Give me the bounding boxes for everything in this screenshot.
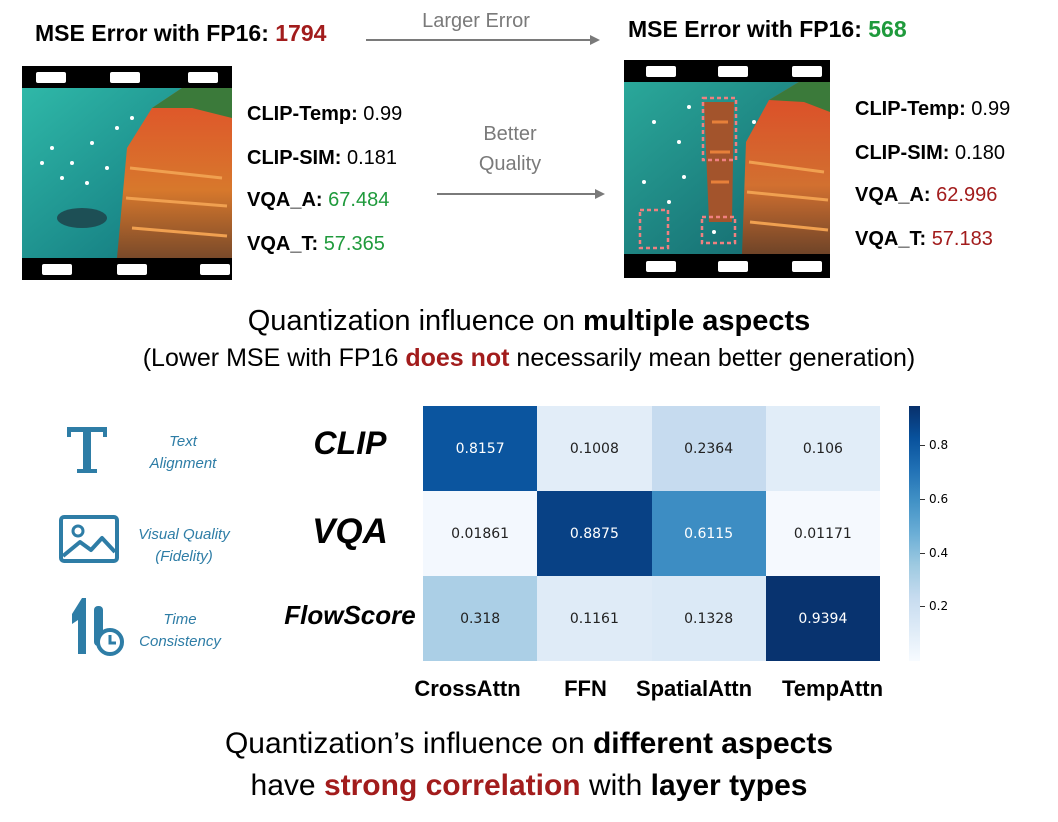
right-metric-clip-temp: CLIP-Temp: 0.99 — [855, 98, 1011, 120]
right-metric-clip-sim: CLIP-SIM: 0.180 — [855, 142, 1006, 164]
image-icon — [59, 515, 119, 563]
heatmap-cell-flowscore-spatialattn: 0.1328 — [651, 576, 766, 661]
right-mse-title: MSE Error with FP16: 568 — [628, 16, 907, 43]
right-metric-vqa-a: VQA_A: 62.996 — [855, 184, 998, 206]
larger-error-label: Larger Error — [422, 10, 530, 32]
left-metric-vqa-t: VQA_T: 57.365 — [247, 233, 385, 255]
heatmap-cell-flowscore-tempattn: 0.9394 — [765, 576, 880, 661]
left-mse-value: 1794 — [275, 20, 327, 46]
heatmap-cell-clip-spatialattn: 0.2364 — [651, 406, 766, 491]
heatmap-cell-flowscore-ffn: 0.1161 — [537, 576, 652, 661]
larger-error-arrow — [366, 35, 600, 45]
better-quality-arrow — [437, 189, 605, 199]
colorbar-tick: 0.8 — [920, 438, 948, 452]
heatmap-cell-vqa-spatialattn: 0.6115 — [651, 491, 766, 576]
heatmap-cell-clip-crossattn: 0.8157 — [423, 406, 538, 491]
colorbar — [909, 406, 920, 661]
row-label-flowscore: FlowScore — [284, 600, 416, 630]
row-label-clip: CLIP — [313, 425, 387, 461]
row-label-vqa: VQA — [312, 512, 388, 551]
right-mse-label: MSE Error with FP16: — [628, 16, 869, 42]
left-mse-title: MSE Error with FP16: 1794 — [35, 20, 326, 47]
left-video-frame — [22, 66, 232, 280]
col-label-tempattn: TempAttn — [781, 676, 884, 701]
col-label-spatialattn: SpatialAttn — [635, 676, 753, 701]
heatmap-cell-vqa-crossattn: 0.01861 — [423, 491, 538, 576]
right-mse-value: 568 — [868, 16, 907, 42]
bottom-line-2: have strong correlation with layer types — [250, 769, 808, 802]
better-quality-label: Better Quality — [478, 123, 542, 175]
heatmap-cell-vqa-ffn: 0.8875 — [537, 491, 652, 576]
col-label-ffn: FFN — [564, 676, 607, 701]
heatmap-cell-clip-tempattn: 0.106 — [765, 406, 880, 491]
text-T-icon — [67, 427, 107, 473]
time-icon — [72, 598, 124, 656]
heatmap-cell-flowscore-crossattn: 0.318 — [423, 576, 538, 661]
heatmap-cell-clip-ffn: 0.1008 — [537, 406, 652, 491]
heatmap: 0.8157 0.1008 0.2364 0.106 0.01861 0.8875 0.61… — [423, 406, 880, 661]
colorbar-tick: 0.2 — [920, 599, 948, 613]
aspect-visual-quality-label: Visual Quality (Fidelity) — [138, 526, 230, 565]
bottom-line-1: Quantization’s influence on different as… — [224, 727, 834, 760]
left-metric-vqa-a: VQA_A: 67.484 — [247, 189, 390, 211]
aspect-text-alignment-label: Text Alignment — [149, 433, 217, 472]
middle-subtitle: (Lower MSE with FP16 does not necessaril… — [142, 344, 916, 372]
colorbar-ticks: 0.2 0.4 0.6 0.8 — [920, 406, 980, 661]
left-metric-clip-sim: CLIP-SIM: 0.181 — [247, 147, 398, 169]
heatmap-cell-vqa-tempattn: 0.01171 — [765, 491, 880, 576]
col-label-crossattn: CrossAttn — [414, 676, 521, 701]
aspect-time-consistency-label: Time Consistency — [139, 611, 221, 650]
right-metric-vqa-t: VQA_T: 57.183 — [855, 228, 993, 250]
right-video-frame — [624, 60, 830, 278]
right-video-image — [624, 82, 830, 254]
colorbar-tick: 0.4 — [920, 546, 948, 560]
left-mse-label: MSE Error with FP16: — [35, 20, 276, 46]
left-video-image — [22, 88, 232, 258]
middle-title: Quantization influence on multiple aspec… — [247, 305, 811, 337]
colorbar-tick: 0.6 — [920, 492, 948, 506]
left-metric-clip-temp: CLIP-Temp: 0.99 — [247, 103, 403, 125]
